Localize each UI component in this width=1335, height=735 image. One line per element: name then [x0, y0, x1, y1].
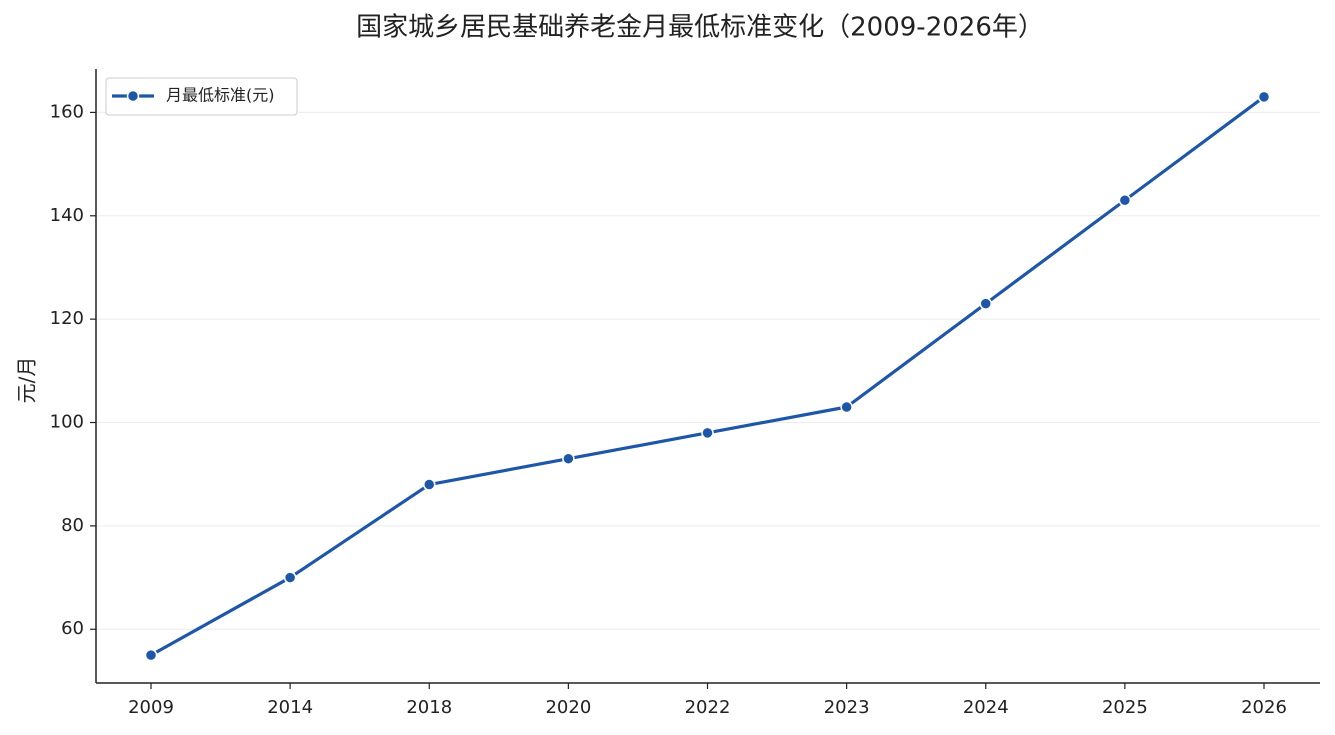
x-tick-label: 2014	[267, 697, 313, 718]
data-point	[562, 452, 575, 465]
series-line	[150, 95, 1265, 657]
data-point	[840, 400, 853, 414]
x-tick-label: 2020	[545, 697, 591, 718]
data-point	[423, 478, 436, 491]
x-tick-label: 2025	[1102, 697, 1148, 718]
data-point	[979, 297, 992, 310]
legend-marker	[126, 89, 140, 103]
legend-label: 月最低标准(元)	[166, 86, 275, 105]
y-axis-label: 元/月	[15, 357, 39, 404]
data-point	[701, 426, 714, 440]
x-tick-label: 2022	[685, 697, 731, 718]
data-point	[1118, 194, 1132, 207]
y-tick-label: 100	[50, 412, 84, 433]
chart-title: 国家城乡居民基础养老金月最低标准变化（2009-2026年）	[356, 13, 1044, 43]
legend-frame	[105, 77, 298, 116]
legend: 月最低标准(元)	[105, 77, 298, 116]
x-tick-label: 2026	[1241, 697, 1287, 718]
data-point	[144, 648, 158, 662]
data-point	[1257, 90, 1271, 104]
y-tick-label: 80	[61, 515, 84, 536]
y-tick-label: 140	[50, 205, 84, 226]
x-tick-label: 2018	[406, 697, 452, 718]
x-tick-label: 2023	[824, 697, 870, 718]
data-point	[283, 571, 297, 584]
y-tick-label: 60	[61, 618, 84, 639]
x-tick-label: 2009	[128, 697, 174, 718]
x-tick-label: 2024	[963, 697, 1009, 718]
y-tick-label: 120	[50, 308, 84, 329]
y-tick-label: 160	[50, 101, 84, 122]
